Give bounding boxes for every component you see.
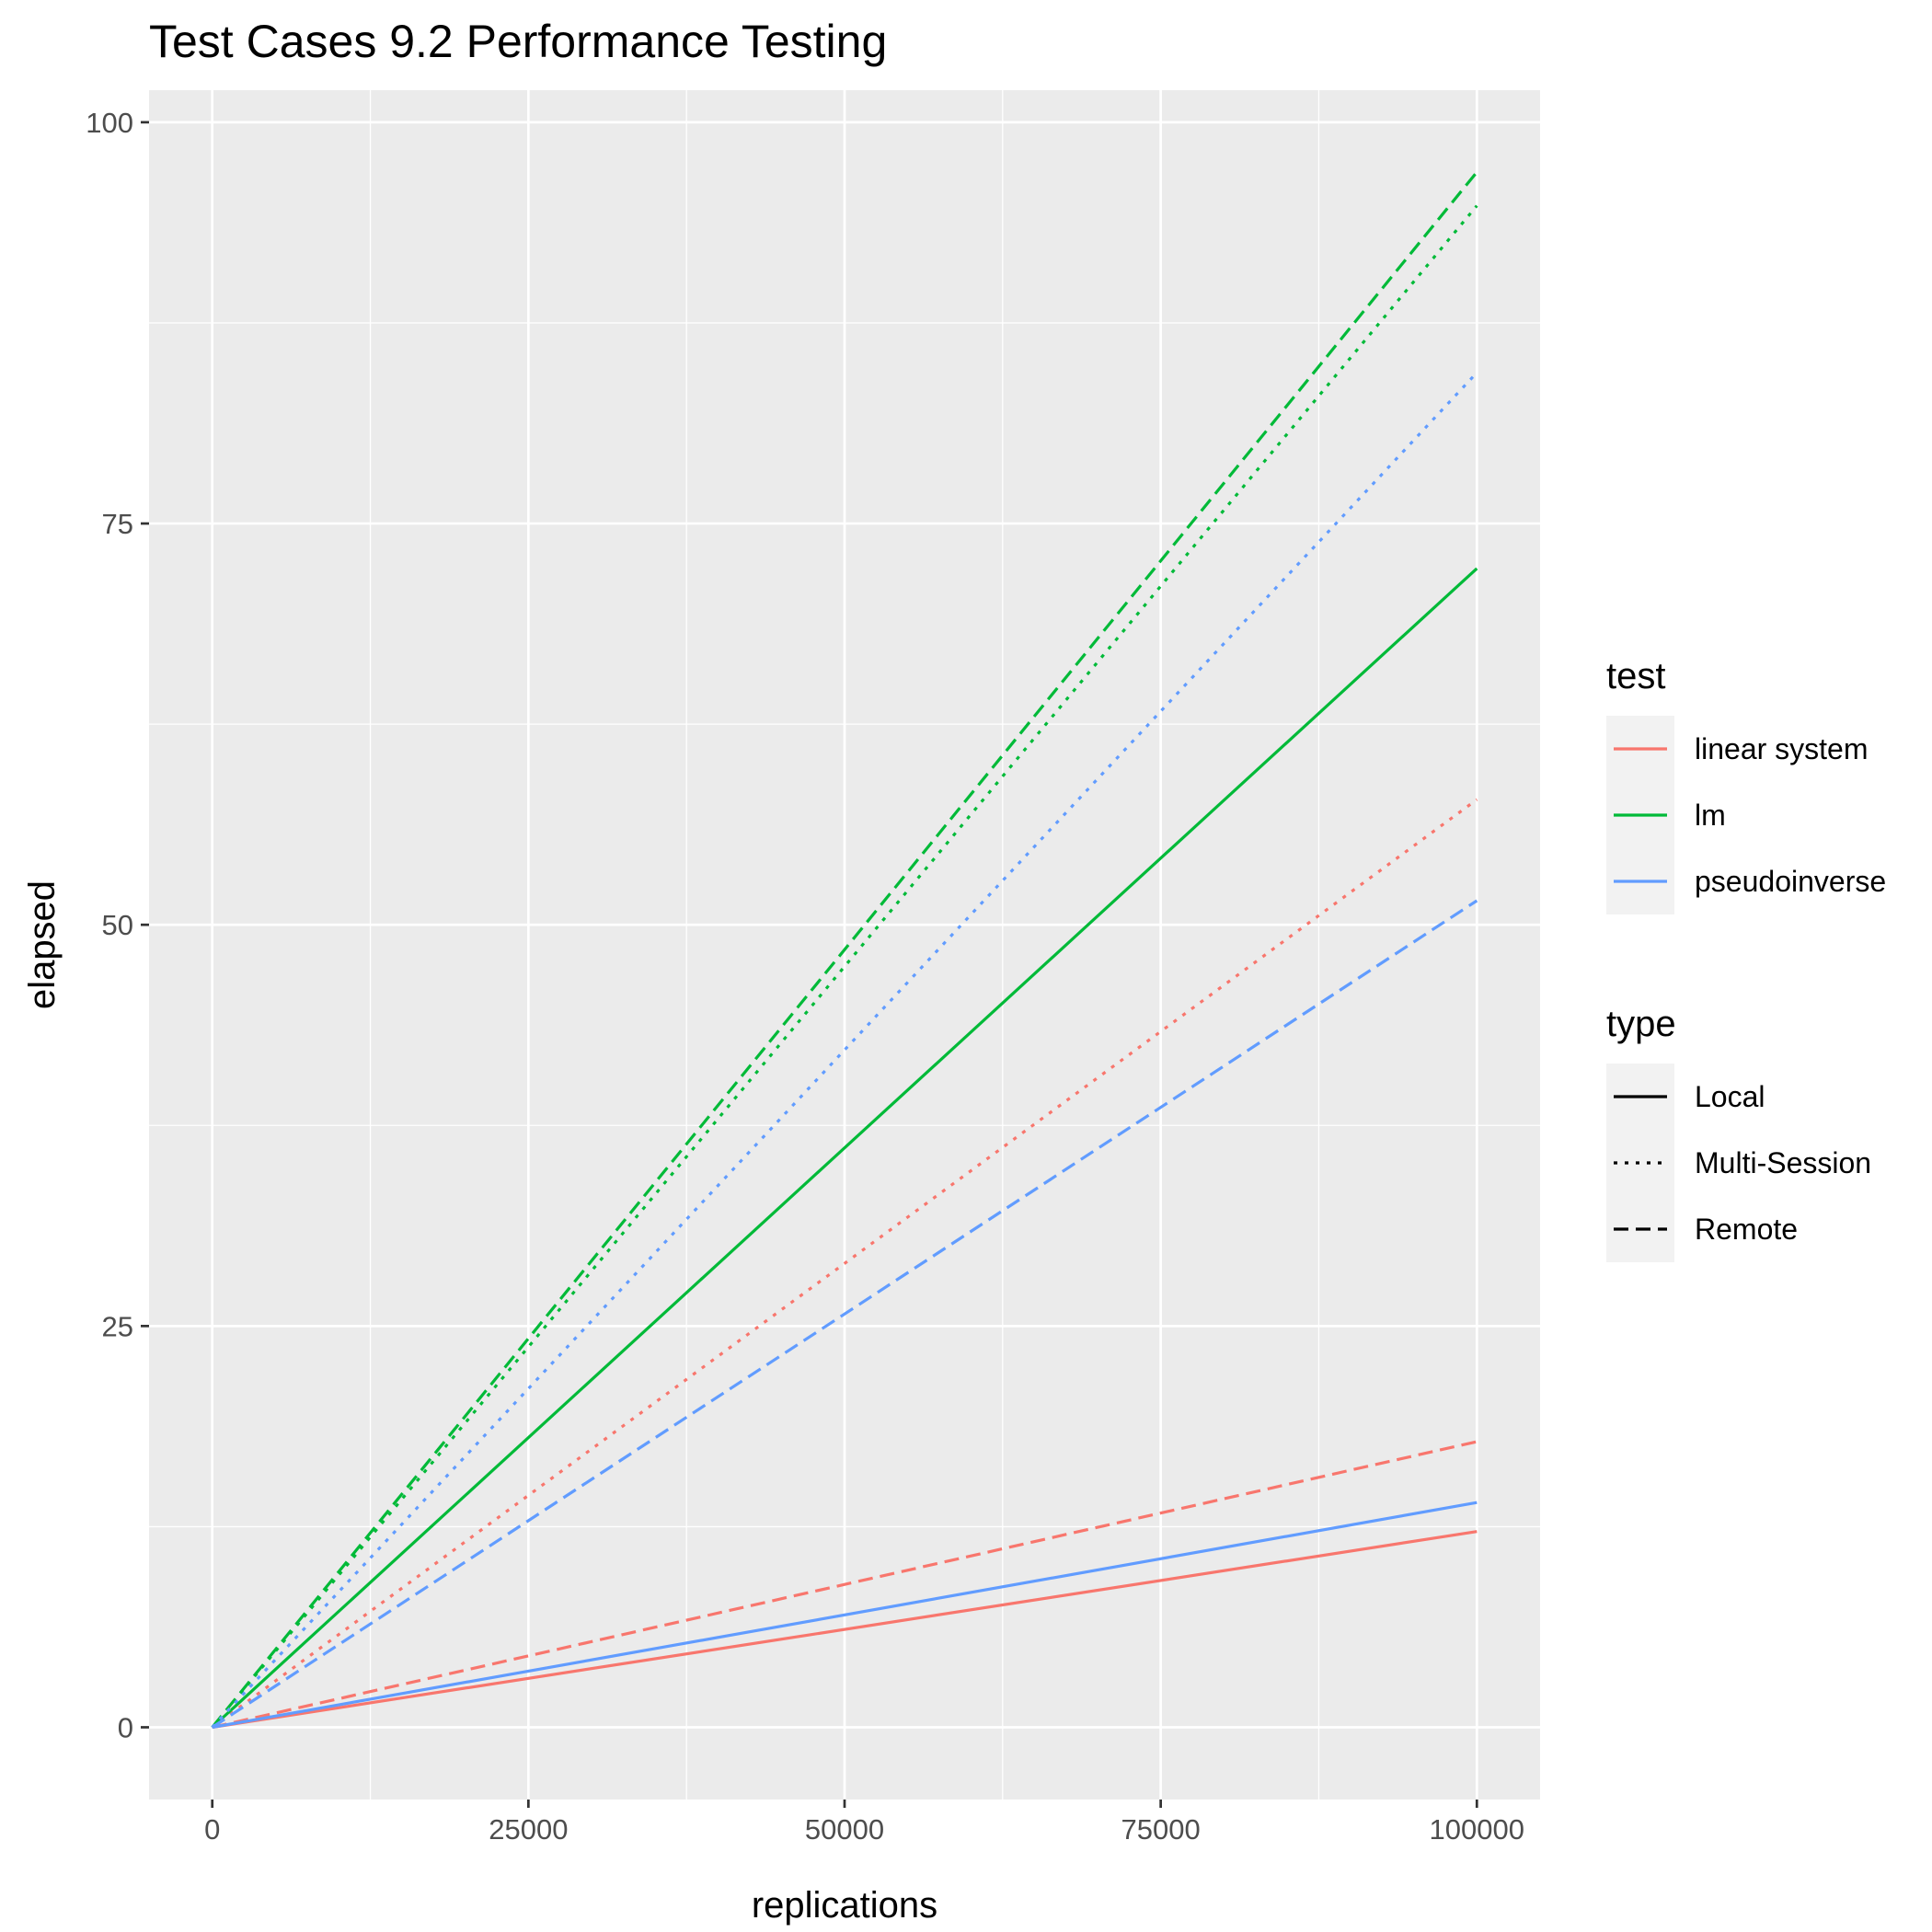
legend-label: Remote xyxy=(1695,1213,1798,1246)
series-line-lm-remote xyxy=(211,170,1478,1729)
chart-title: Test Cases 9.2 Performance Testing xyxy=(149,16,887,67)
series-lines xyxy=(211,170,1478,1730)
y-tick-label: 25 xyxy=(102,1310,133,1342)
series-line-pseudoinverse-local xyxy=(212,1501,1478,1730)
x-axis-title: replications xyxy=(752,1885,937,1926)
legend-label: pseudoinverse xyxy=(1695,865,1886,898)
y-axis-title: elapsed xyxy=(22,880,63,1009)
x-tick-label: 0 xyxy=(204,1813,220,1846)
legend-title-test: test xyxy=(1606,656,1665,696)
series-line-lm-local xyxy=(211,567,1478,1729)
series-line-pseudoinverse-remote xyxy=(211,899,1478,1729)
x-tick-label: 100000 xyxy=(1430,1813,1524,1846)
x-tick-label: 50000 xyxy=(805,1813,884,1846)
x-tick-label: 25000 xyxy=(489,1813,568,1846)
legend: test linear system lm pseudoinverse type Loca… xyxy=(1606,656,1886,1262)
y-tick-label: 75 xyxy=(102,508,133,540)
y-axis: 0 25 50 75 100 xyxy=(86,107,149,1743)
y-tick-label: 0 xyxy=(118,1711,133,1743)
legend-label: Local xyxy=(1695,1080,1765,1113)
series-line-linear-system-multi-session xyxy=(211,798,1478,1729)
legend-label: lm xyxy=(1695,799,1726,832)
y-tick-label: 100 xyxy=(86,107,133,139)
legend-label: linear system xyxy=(1695,732,1869,765)
series-line-linear-system-remote xyxy=(212,1440,1478,1730)
legend-label: Multi-Session xyxy=(1695,1146,1871,1179)
series-line-linear-system-local xyxy=(212,1530,1478,1730)
x-axis: 0 25000 50000 75000 100000 xyxy=(204,1800,1524,1846)
y-tick-label: 50 xyxy=(102,909,133,941)
x-tick-label: 75000 xyxy=(1121,1813,1201,1846)
legend-title-type: type xyxy=(1606,1004,1676,1044)
major-gridlines xyxy=(149,90,1540,1800)
